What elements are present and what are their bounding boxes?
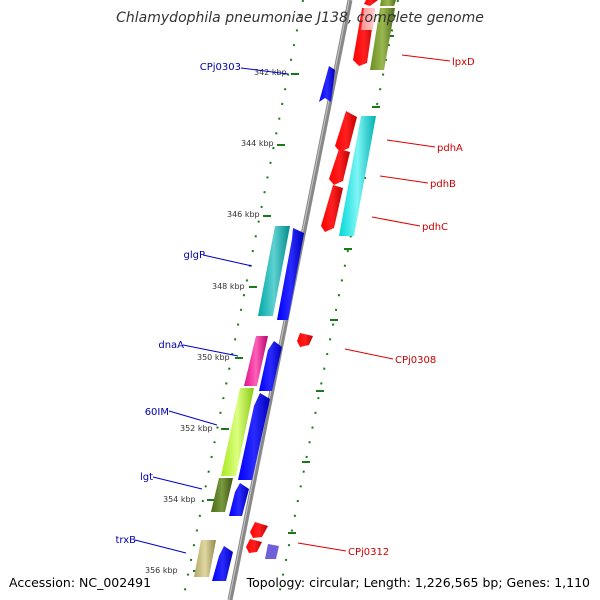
label-CPj0303: CPj0303 <box>200 62 241 73</box>
label-pdhA: pdhA <box>437 143 463 154</box>
right-dotted-guide <box>277 0 399 600</box>
gene-glgP-cog[interactable] <box>258 226 290 316</box>
label-lpxD: lpxD <box>452 57 475 68</box>
gene-trxB[interactable] <box>212 546 233 581</box>
gene-pdhB[interactable] <box>329 149 350 185</box>
label-dnaA: dnaA <box>158 340 184 351</box>
label-lgt: lgt <box>140 472 153 483</box>
map-title: Chlamydophila pneumoniae J138, complete … <box>116 10 484 26</box>
gene-CPj0312-b[interactable] <box>246 539 262 553</box>
kbp-label: 348 kbp <box>212 282 245 291</box>
genome-summary-text: Topology: circular; Length: 1,226,565 bp… <box>246 575 590 590</box>
gene-dnaA[interactable] <box>259 341 282 391</box>
gene-pdh-cog[interactable] <box>339 116 376 236</box>
label-pdhB: pdhB <box>430 179 456 190</box>
gene-glgP[interactable] <box>277 228 304 320</box>
kbp-label: 344 kbp <box>241 139 274 148</box>
label-CPj0312: CPj0312 <box>348 547 389 558</box>
label-pdhC: pdhC <box>422 222 448 233</box>
gene-pdhA[interactable] <box>335 111 357 152</box>
label-trxB: trxB <box>115 535 136 546</box>
label-60IM: 60IM <box>145 407 169 418</box>
leader-lines-left <box>134 67 289 554</box>
gene-lpxD-cog-pink[interactable] <box>361 8 375 30</box>
gene-CPj0312-cog[interactable] <box>265 544 279 559</box>
gene-dnaA-cog[interactable] <box>244 336 268 386</box>
gene-CPj0303[interactable] <box>319 66 335 102</box>
gene-60IM-cog[interactable] <box>221 388 254 476</box>
gene-trxB-cog[interactable] <box>194 540 216 577</box>
accession-text: Accession: NC_002491 <box>9 575 152 590</box>
gene-top-partial-cog[interactable] <box>380 0 396 6</box>
leader-lines-right <box>297 54 451 552</box>
kbp-label: 346 kbp <box>227 210 260 219</box>
gene-CPj0312-a[interactable] <box>250 522 268 538</box>
kbp-label: 342 kbp <box>254 68 287 77</box>
label-CPj0308: CPj0308 <box>395 355 436 366</box>
kbp-label: 356 kbp <box>145 566 178 575</box>
gene-60IM[interactable] <box>238 393 270 480</box>
gene-CPj0308[interactable] <box>297 333 313 347</box>
kbp-label: 354 kbp <box>163 495 196 504</box>
gene-lgt[interactable] <box>229 483 249 516</box>
gene-lgt-cog[interactable] <box>211 478 233 512</box>
gene-lpxD-cog[interactable] <box>370 8 395 70</box>
kbp-label: 350 kbp <box>197 353 230 362</box>
gene-top-partial[interactable] <box>364 0 378 6</box>
gene-pdhC[interactable] <box>321 185 343 232</box>
label-glgP: glgP <box>183 250 205 261</box>
kbp-label: 352 kbp <box>180 424 213 433</box>
